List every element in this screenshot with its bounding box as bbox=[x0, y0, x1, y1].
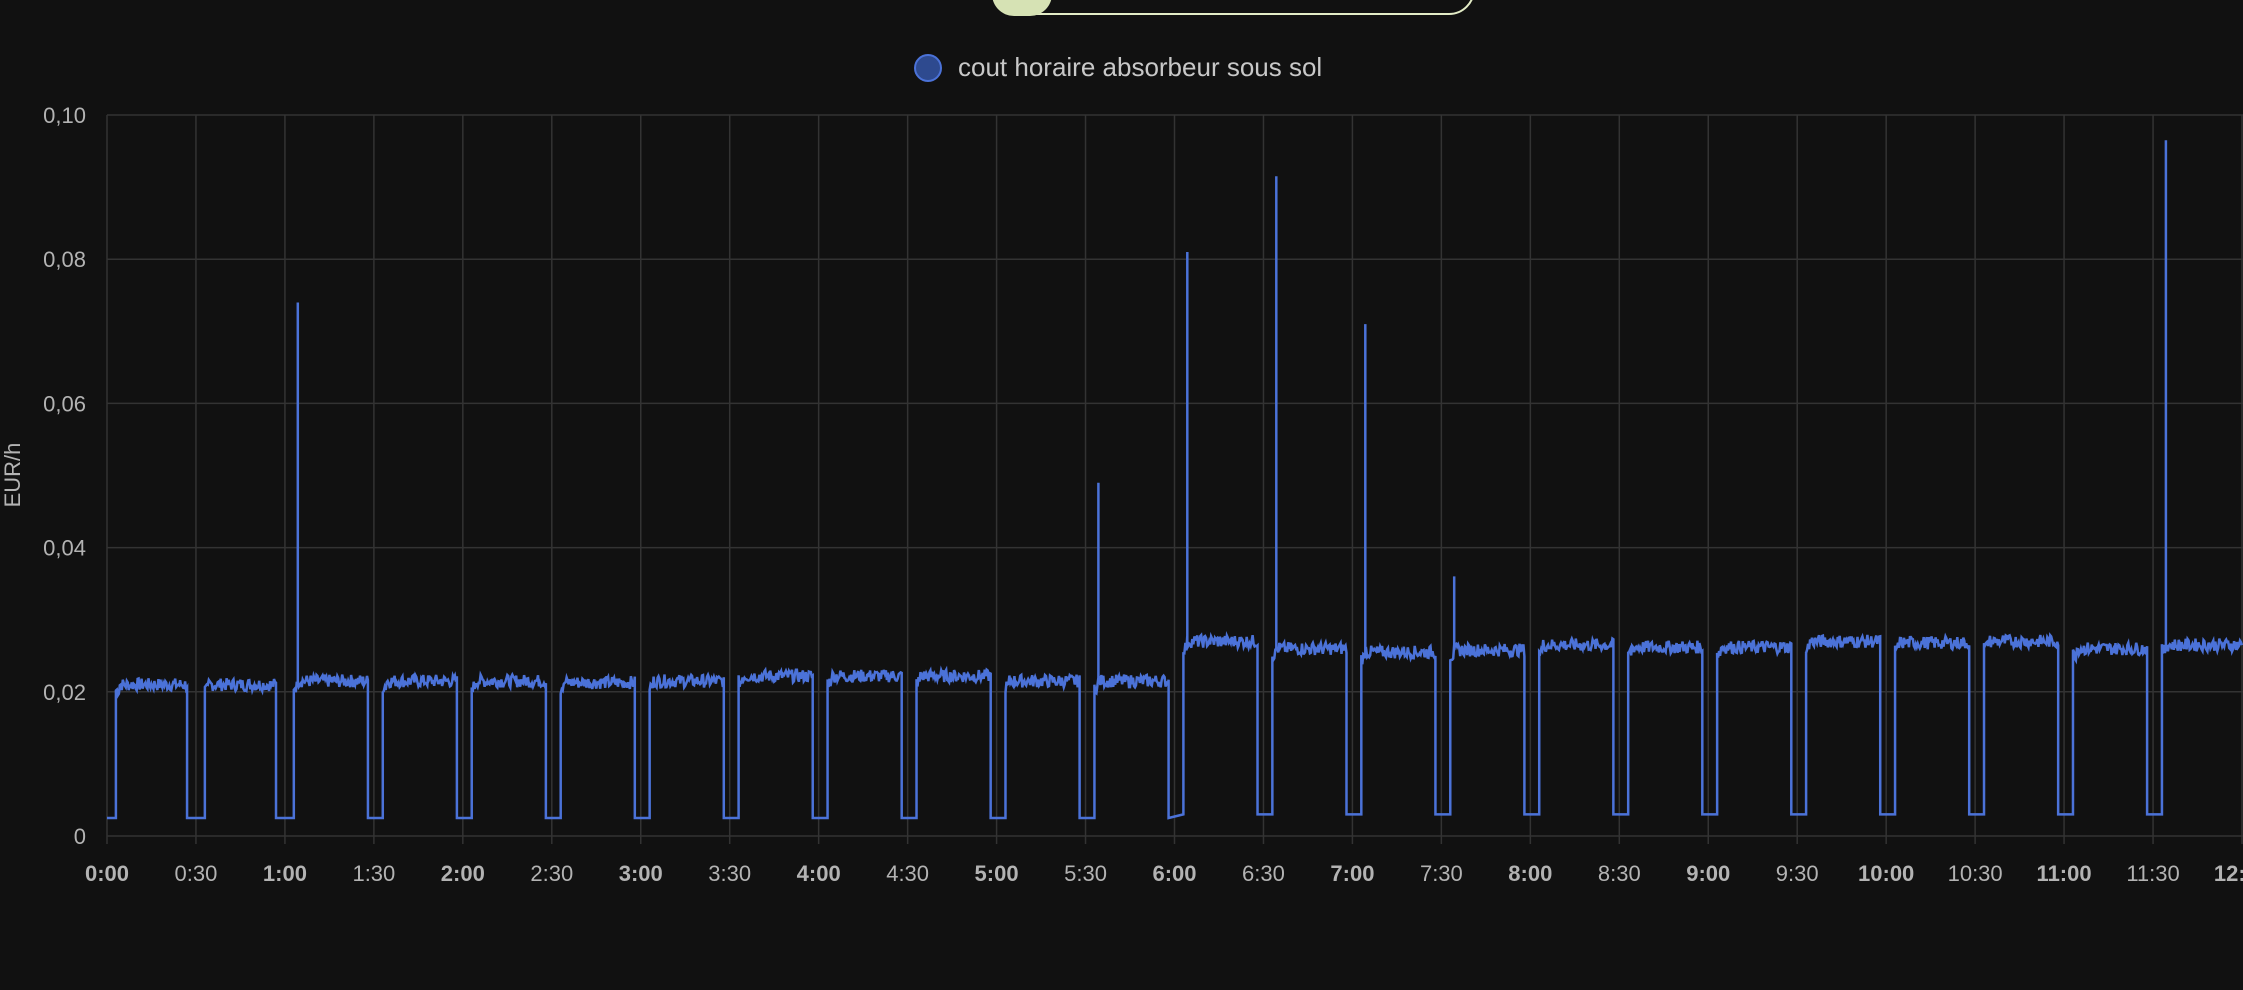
y-axis-label: EUR/h bbox=[0, 443, 25, 508]
x-tick-label: 2:00 bbox=[441, 861, 485, 886]
x-tick-label: 6:00 bbox=[1152, 861, 1196, 886]
x-tick-label: 5:30 bbox=[1064, 861, 1107, 886]
x-tick-label: 7:00 bbox=[1330, 861, 1374, 886]
x-tick-label: 5:00 bbox=[975, 861, 1019, 886]
y-tick-label: 0 bbox=[74, 824, 86, 849]
x-tick-label: 1:30 bbox=[352, 861, 395, 886]
x-tick-label: 9:30 bbox=[1776, 861, 1819, 886]
y-tick-label: 0,08 bbox=[43, 247, 86, 272]
x-tick-label: 4:30 bbox=[886, 861, 929, 886]
x-tick-label: 1:00 bbox=[263, 861, 307, 886]
x-tick-label: 8:00 bbox=[1508, 861, 1552, 886]
y-tick-label: 0,06 bbox=[43, 391, 86, 416]
top-range-knob[interactable] bbox=[992, 0, 1052, 16]
x-tick-label: 3:30 bbox=[708, 861, 751, 886]
x-tick-label: 10:30 bbox=[1948, 861, 2003, 886]
x-tick-label: 8:30 bbox=[1598, 861, 1641, 886]
legend-item[interactable]: cout horaire absorbeur sous sol bbox=[914, 52, 1322, 83]
x-tick-label: 0:30 bbox=[175, 861, 218, 886]
x-tick-label: 2:30 bbox=[530, 861, 573, 886]
x-tick-label: 11:00 bbox=[2037, 861, 2092, 886]
series-line bbox=[107, 140, 2243, 820]
x-tick-label: 3:00 bbox=[619, 861, 663, 886]
x-tick-label: 10:00 bbox=[1858, 861, 1914, 886]
legend-label: cout horaire absorbeur sous sol bbox=[958, 52, 1323, 82]
x-tick-label: 4:00 bbox=[797, 861, 841, 886]
y-tick-label: 0,02 bbox=[43, 680, 86, 705]
x-tick-label: 0:00 bbox=[85, 861, 129, 886]
y-tick-label: 0,10 bbox=[43, 103, 86, 128]
x-tick-label: 6:30 bbox=[1242, 861, 1285, 886]
x-tick-label: 12:00 bbox=[2214, 861, 2243, 886]
x-tick-label: 9:00 bbox=[1686, 861, 1730, 886]
legend-swatch-icon bbox=[914, 53, 942, 82]
x-tick-label: 11:30 bbox=[2126, 861, 2179, 886]
y-tick-label: 0,04 bbox=[43, 536, 86, 561]
x-tick-label: 7:30 bbox=[1420, 861, 1463, 886]
